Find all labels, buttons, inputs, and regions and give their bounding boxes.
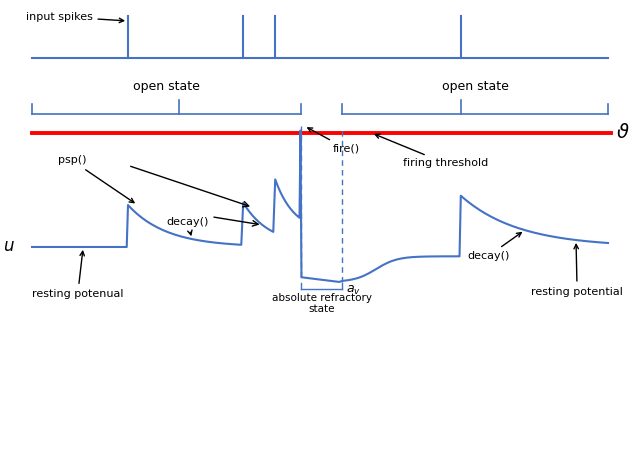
Text: open state: open state [133, 80, 200, 93]
Text: $\vartheta$: $\vartheta$ [616, 123, 630, 142]
Text: open state: open state [442, 80, 509, 93]
Text: $u$: $u$ [3, 239, 15, 255]
Text: firing threshold: firing threshold [375, 134, 488, 168]
Text: absolute refractory
state: absolute refractory state [271, 293, 372, 314]
Text: resting potenual: resting potenual [32, 251, 124, 299]
Text: $a_v$: $a_v$ [346, 284, 360, 297]
Text: decay(): decay() [467, 233, 521, 261]
Text: resting potential: resting potential [531, 244, 623, 296]
Text: input spikes: input spikes [26, 12, 124, 23]
Text: fire(): fire() [308, 128, 360, 154]
Text: psp(): psp() [58, 156, 134, 203]
Text: decay(): decay() [166, 217, 209, 235]
